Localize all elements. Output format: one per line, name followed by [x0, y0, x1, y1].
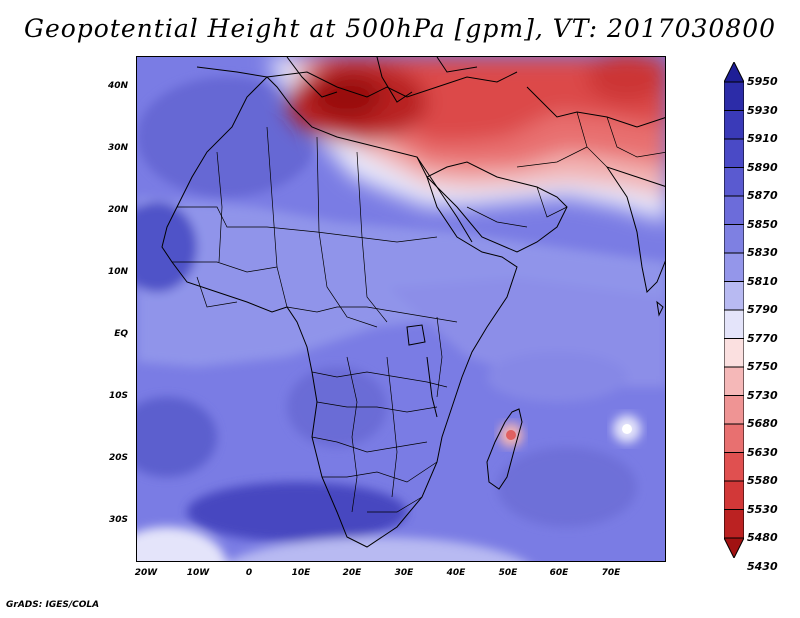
lat-label: 10N	[107, 267, 128, 277]
lat-label: EQ	[114, 329, 128, 339]
colorbar-segment	[724, 423, 744, 453]
lon-label: 20E	[342, 568, 362, 578]
colorbar-level-label: 5830	[747, 246, 778, 259]
colorbar-segment	[724, 338, 744, 368]
colorbar-level-label: 5730	[747, 388, 778, 402]
colorbar-level-label: 5480	[747, 531, 778, 544]
colorbar-segment	[724, 309, 744, 339]
colorbar-level-label: 5910	[747, 132, 778, 145]
lat-label: 20S	[108, 453, 128, 463]
lon-label: 10E	[291, 568, 311, 578]
lat-label: 30S	[108, 515, 128, 525]
colorbar-segment	[724, 252, 744, 282]
colorbar-segment	[724, 110, 744, 140]
colorbar-bottom-arrow	[724, 537, 744, 558]
lon-label: 10W	[186, 568, 210, 578]
colorbar-segment	[724, 281, 744, 311]
map-title: Geopotential Height at 500hPa [gpm], VT:…	[23, 14, 777, 43]
colorbar-level-label: 5680	[747, 417, 778, 430]
lon-label: 40E	[446, 568, 466, 578]
colorbar-level-label: 5850	[747, 217, 778, 231]
colorbar-segment	[724, 195, 744, 225]
colorbar-level-label: 5870	[747, 189, 778, 202]
lat-label: 20N	[107, 205, 128, 215]
colorbar-segment	[724, 167, 744, 197]
colorbar-level-label: 5890	[747, 160, 778, 174]
colorbar-level-label: 5790	[747, 303, 778, 316]
colorbar-segment	[724, 81, 744, 111]
colorbar-segment	[724, 480, 744, 510]
colorbar	[724, 62, 744, 558]
colorbar-level-label: 5810	[747, 274, 778, 288]
colorbar-segment	[724, 395, 744, 425]
lon-label: 60E	[549, 568, 569, 578]
colorbar-level-label: 5580	[747, 474, 778, 487]
coastlines	[161, 57, 665, 548]
country-borders	[172, 111, 665, 513]
lon-label: 20W	[134, 568, 158, 578]
map-plot-area	[136, 56, 666, 562]
colorbar-level-label: 5630	[747, 445, 778, 459]
colorbar-level-label: 5930	[747, 103, 778, 117]
lon-label: 50E	[498, 568, 518, 578]
colorbar-segment	[724, 366, 744, 396]
colorbar-level-label: 5530	[747, 502, 778, 516]
colorbar-segment	[724, 452, 744, 482]
colorbar-segment	[724, 509, 744, 539]
lat-label: 10S	[108, 391, 128, 401]
colorbar-level-label: 5770	[747, 331, 778, 345]
colorbar-top-arrow	[724, 62, 744, 83]
credit-text: GrADS: IGES/COLA	[6, 600, 100, 610]
lon-label: 70E	[601, 568, 621, 578]
lat-label: 30N	[107, 143, 128, 153]
colorbar-segment	[724, 224, 744, 254]
colorbar-level-label: 5430	[747, 559, 778, 573]
colorbar-level-label: 5950	[747, 75, 778, 88]
colorbar-segment	[724, 138, 744, 168]
lon-label: 30E	[394, 568, 414, 578]
lon-label: 0	[245, 568, 253, 578]
geopotential-field	[137, 57, 665, 561]
colorbar-level-label: 5750	[747, 360, 778, 373]
lat-label: 40N	[107, 81, 128, 91]
